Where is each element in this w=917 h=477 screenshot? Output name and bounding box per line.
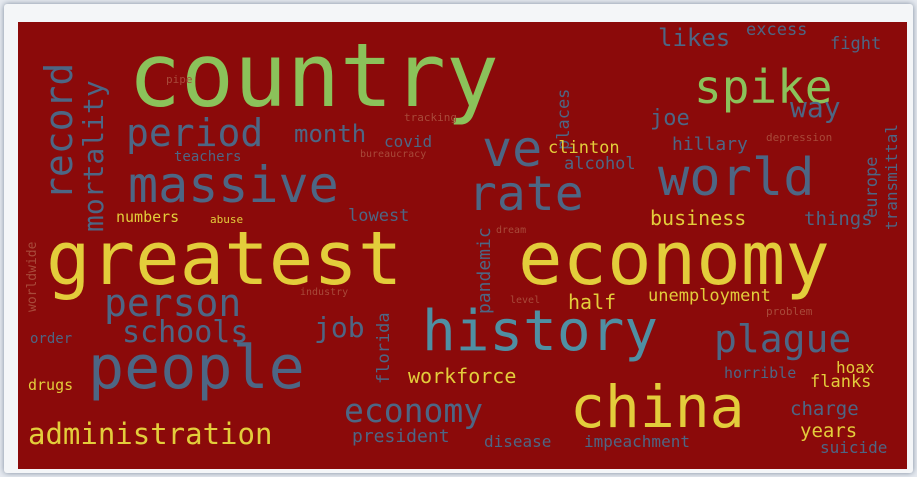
word-administration: administration	[28, 417, 273, 451]
word-schools: schools	[122, 315, 249, 350]
word-depression: depression	[766, 131, 833, 144]
word-dream: dream	[496, 225, 527, 236]
word-industry: industry	[300, 287, 349, 298]
word-excess: excess	[746, 22, 808, 40]
word-record: record	[37, 62, 81, 200]
word-hoax: hoax	[836, 358, 875, 377]
word-years: years	[800, 420, 858, 442]
word-alcohol: alcohol	[564, 154, 636, 174]
word-massive: massive	[128, 156, 339, 214]
word-tracking: tracking	[404, 111, 457, 124]
word-history: history	[422, 299, 659, 364]
word-period: period	[126, 111, 264, 155]
word-joe: joe	[650, 106, 690, 131]
word-business: business	[650, 206, 747, 230]
word-lowest: lowest	[348, 206, 410, 226]
word-hillary: hillary	[672, 134, 748, 155]
word-spike: spike	[694, 60, 833, 114]
word-rate: rate	[468, 166, 584, 222]
word-mortality: mortality	[77, 80, 110, 232]
word-economy-small: economy	[344, 391, 484, 430]
word-job: job	[314, 311, 365, 344]
word-things: things	[804, 208, 873, 230]
word-country: country	[128, 24, 499, 127]
word-pandemic: pandemic	[474, 227, 495, 314]
word-month: month	[294, 120, 367, 148]
word-workforce: workforce	[408, 364, 517, 388]
word-transmittal: transmittal	[882, 124, 901, 230]
word-plague: plague	[714, 317, 852, 361]
word-half: half	[568, 290, 617, 314]
word-drugs: drugs	[28, 376, 74, 394]
word-problem: problem	[766, 305, 813, 318]
word-order: order	[30, 331, 73, 347]
word-china: china	[570, 373, 745, 441]
word-charge: charge	[790, 398, 859, 420]
word-person: person	[104, 281, 242, 325]
word-way: way	[790, 91, 841, 124]
word-unemployment: unemployment	[648, 286, 771, 306]
word-people: people	[88, 333, 305, 403]
word-horrible: horrible	[724, 364, 797, 382]
word-pipe: pipe	[166, 73, 193, 86]
word-abuse: abuse	[210, 213, 244, 226]
word-teachers: teachers	[174, 149, 242, 165]
word-level: level	[510, 295, 541, 306]
word-impeachment: impeachment	[584, 432, 690, 451]
word-flanks: flanks	[810, 372, 872, 392]
word-disease: disease	[484, 432, 552, 451]
word-clinton: clinton	[548, 138, 620, 158]
word-cloud: country greatest economy history china p…	[18, 22, 907, 469]
word-economy-large: economy	[518, 216, 830, 302]
word-florida: florida	[374, 312, 394, 384]
word-bureaucracy: bureaucracy	[360, 149, 427, 160]
word-worldwide: worldwide	[25, 241, 40, 312]
word-greatest: greatest	[46, 216, 403, 302]
word-world: world	[658, 148, 815, 208]
word-president: president	[352, 426, 450, 447]
word-likes: likes	[658, 24, 731, 52]
word-suicide: suicide	[820, 438, 888, 457]
word-ve: ve	[482, 120, 543, 178]
word-cloud-frame: country greatest economy history china p…	[4, 4, 913, 473]
word-fight: fight	[830, 34, 882, 54]
word-numbers: numbers	[116, 208, 180, 226]
word-covid: covid	[384, 132, 433, 151]
